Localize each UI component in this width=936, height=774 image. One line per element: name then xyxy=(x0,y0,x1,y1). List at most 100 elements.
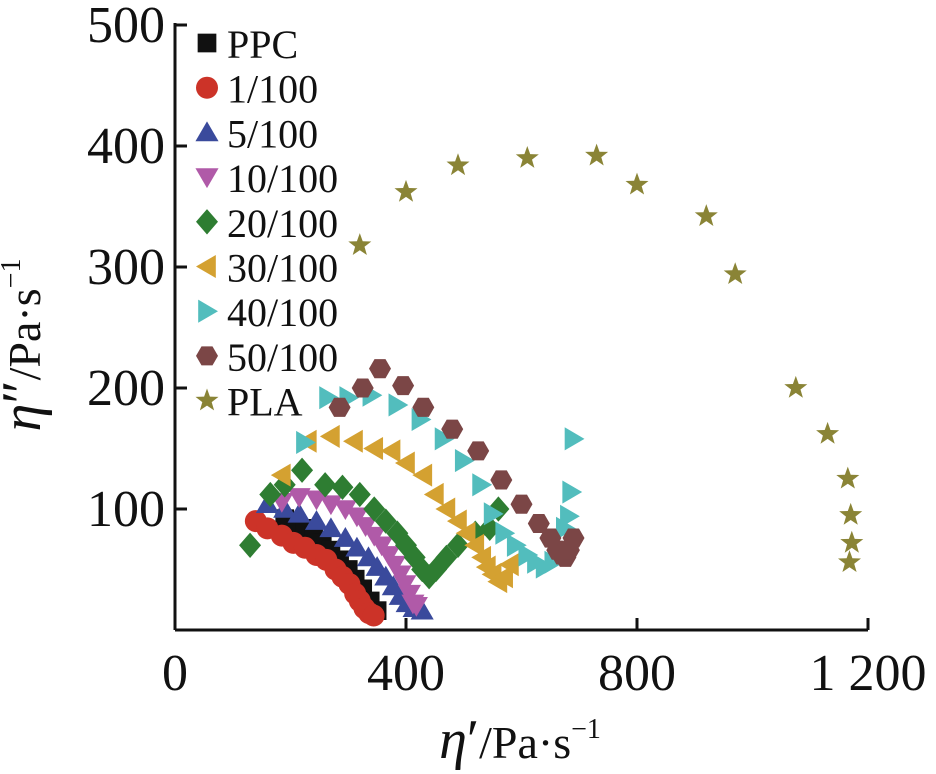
data-point xyxy=(287,488,311,508)
data-point xyxy=(455,521,476,545)
data-point xyxy=(363,496,386,522)
legend-marker xyxy=(198,299,218,323)
legend-label: 10/100 xyxy=(227,156,338,201)
data-point xyxy=(319,424,340,448)
data-point xyxy=(239,532,262,558)
legend-label: 5/100 xyxy=(227,111,318,156)
data-point xyxy=(562,528,585,548)
data-point xyxy=(363,436,384,461)
y-tick-label: 300 xyxy=(87,239,165,296)
data-point xyxy=(351,378,374,398)
x-tick-label: 0 xyxy=(162,645,188,702)
data-point xyxy=(412,463,433,487)
data-point xyxy=(483,502,504,526)
legend-label: 1/100 xyxy=(227,67,318,112)
legend-label: PPC xyxy=(227,22,298,67)
data-point xyxy=(345,536,369,557)
data-point xyxy=(434,427,455,451)
data-point xyxy=(296,430,316,454)
data-point xyxy=(369,359,391,379)
data-point xyxy=(490,470,513,490)
data-point xyxy=(304,510,329,530)
series-10-100 xyxy=(270,488,428,617)
data-point xyxy=(694,204,718,226)
data-point xyxy=(560,504,580,528)
data-point xyxy=(333,527,357,547)
data-point xyxy=(564,427,585,451)
data-point xyxy=(527,514,550,533)
data-point xyxy=(314,472,337,498)
legend-marker xyxy=(197,33,217,53)
data-point xyxy=(331,474,354,500)
data-point xyxy=(472,473,493,497)
series-1-100 xyxy=(244,510,385,627)
data-point xyxy=(273,498,297,518)
data-point xyxy=(515,146,539,168)
y-axis-label: η″/Pa·s−1 xyxy=(0,259,53,432)
data-point xyxy=(435,497,456,521)
data-point xyxy=(404,597,428,617)
tick-layer: 100 200 300 400 500 0 400 800 1 200 xyxy=(87,0,927,702)
legend-marker xyxy=(195,168,219,189)
data-point xyxy=(270,463,291,487)
data-point xyxy=(562,480,583,504)
data-point xyxy=(259,481,282,508)
data-point xyxy=(816,421,840,444)
data-point xyxy=(838,550,861,572)
data-point xyxy=(328,397,351,417)
data-point xyxy=(836,466,860,489)
data-point xyxy=(493,565,513,589)
data-point xyxy=(464,533,485,557)
data-point xyxy=(467,441,490,461)
x-tick-label: 800 xyxy=(598,645,676,702)
x-tick-label: 1 200 xyxy=(810,645,927,702)
data-point xyxy=(510,494,533,514)
data-points-layer xyxy=(239,143,864,627)
data-point xyxy=(446,532,469,558)
data-point xyxy=(374,508,397,534)
series-30-100 xyxy=(270,424,519,594)
y-tick-label: 400 xyxy=(87,118,165,175)
x-axis-label: η′/Pa·s−1 xyxy=(439,709,601,771)
data-point xyxy=(395,451,415,475)
legend-label: 50/100 xyxy=(227,335,338,380)
data-point xyxy=(319,386,340,410)
series-50-100 xyxy=(328,359,585,567)
data-point xyxy=(343,429,363,453)
data-point xyxy=(333,500,357,520)
y-tick-label: 500 xyxy=(87,0,165,54)
data-point xyxy=(362,604,385,627)
data-point xyxy=(394,179,418,202)
x-tick-label: 400 xyxy=(367,645,445,702)
legend-label: PLA xyxy=(227,380,303,425)
data-point xyxy=(392,376,415,396)
legend-label: 20/100 xyxy=(227,201,338,246)
data-point xyxy=(388,393,409,417)
data-point xyxy=(498,553,519,577)
data-point xyxy=(423,482,444,507)
data-point xyxy=(319,517,343,538)
data-point xyxy=(287,502,311,523)
axes-layer xyxy=(173,23,868,632)
legend-marker xyxy=(196,76,218,99)
legend-marker xyxy=(195,388,219,411)
data-point xyxy=(291,457,314,483)
legend-label: 30/100 xyxy=(227,246,338,291)
data-point xyxy=(412,397,435,417)
legend-marker xyxy=(195,121,219,142)
data-point xyxy=(506,533,527,557)
data-point xyxy=(348,481,371,508)
legend-label: 40/100 xyxy=(227,290,338,335)
y-tick-label: 200 xyxy=(87,360,165,417)
data-point xyxy=(585,143,609,166)
data-point xyxy=(495,521,516,545)
data-point xyxy=(446,153,470,176)
legend-marker xyxy=(196,209,218,235)
data-point xyxy=(723,262,747,284)
data-point xyxy=(446,509,467,533)
y-tick-label: 100 xyxy=(87,481,165,538)
legend: PPC1/1005/10010/10020/10030/10040/10050/… xyxy=(195,22,338,425)
data-point xyxy=(348,233,372,255)
legend-marker xyxy=(196,254,216,279)
data-point xyxy=(784,375,808,398)
